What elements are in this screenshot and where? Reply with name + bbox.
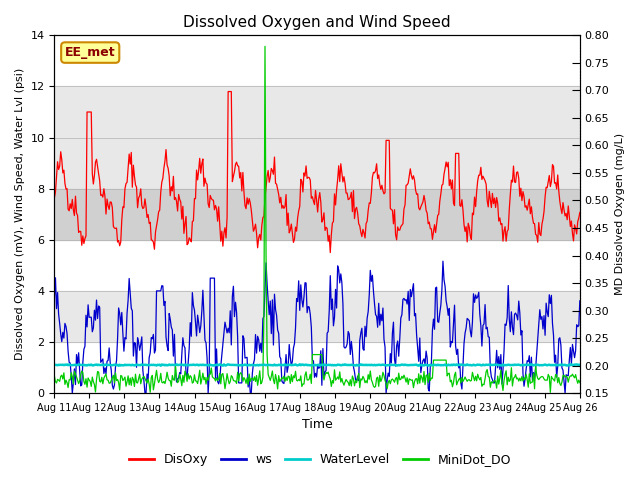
- Text: EE_met: EE_met: [65, 46, 116, 59]
- Y-axis label: MD Dissolved Oxygen (mg/L): MD Dissolved Oxygen (mg/L): [615, 133, 625, 295]
- X-axis label: Time: Time: [301, 419, 333, 432]
- Y-axis label: Dissolved Oxygen (mV), Wind Speed, Water Lvl (psi): Dissolved Oxygen (mV), Wind Speed, Water…: [15, 68, 25, 360]
- Bar: [54, 189, 580, 240]
- Bar: [54, 86, 580, 189]
- Title: Dissolved Oxygen and Wind Speed: Dissolved Oxygen and Wind Speed: [183, 15, 451, 30]
- Bar: [54, 291, 580, 342]
- Legend: DisOxy, ws, WaterLevel, MiniDot_DO: DisOxy, ws, WaterLevel, MiniDot_DO: [124, 448, 516, 471]
